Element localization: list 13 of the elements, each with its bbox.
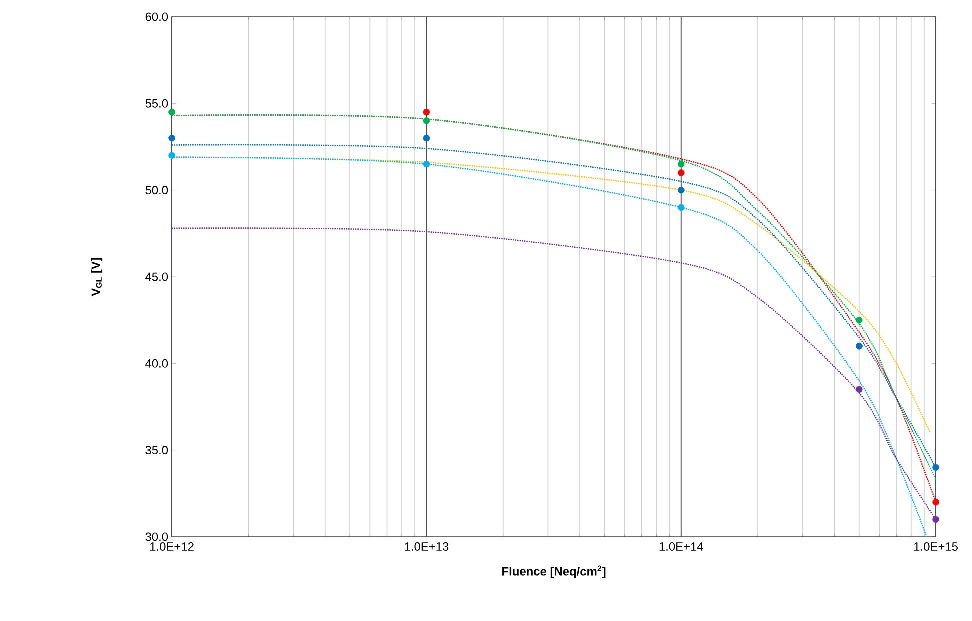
x-tick-label: 1.0E+15 [914,542,958,551]
x-tick-label: 1.0E+14 [660,542,704,551]
y-tick-label: 40.0 [146,359,168,368]
y-tick-label: 35.0 [146,446,168,455]
y-tick-label: 55.0 [146,99,168,108]
y-tick-label: 60.0 [146,12,168,22]
y-tick-label: 45.0 [146,272,168,282]
x-axis-title: Fluence [Neq/cm$^{2}$] [502,566,606,578]
x-tick-label: 1.0E+12 [150,542,194,551]
y-axis-title: V$_{GL}$ [V] [91,258,103,296]
y-tick-label: 50.0 [146,186,168,195]
x-tick-label: 1.0E+13 [405,542,449,551]
y-tick-label: 30.0 [146,532,168,542]
